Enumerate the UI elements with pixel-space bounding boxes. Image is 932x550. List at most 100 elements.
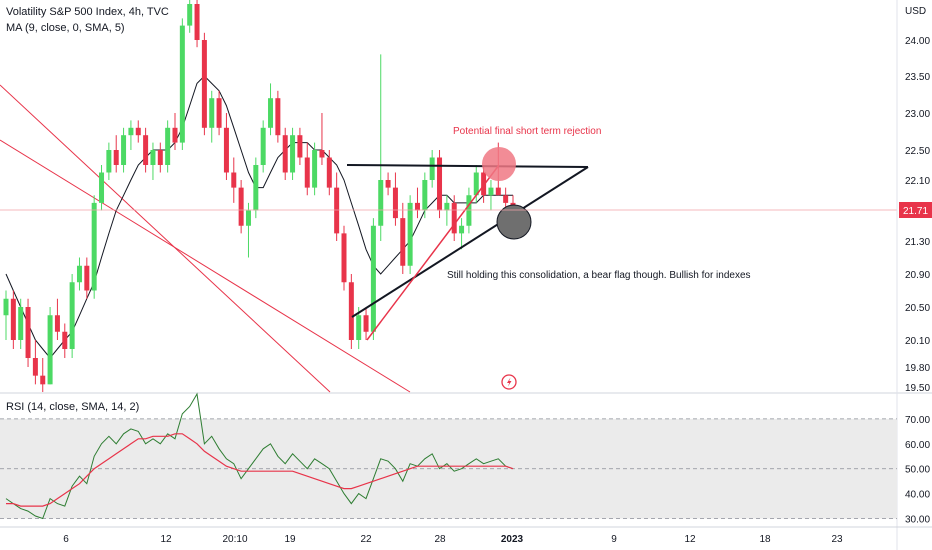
candle-body xyxy=(201,40,207,128)
candle-body xyxy=(400,218,406,266)
support-circle xyxy=(496,204,532,240)
candle-body xyxy=(473,172,479,196)
price-tick-label: 19.80 xyxy=(905,363,930,374)
candle-body xyxy=(150,150,156,165)
candle-body xyxy=(113,150,119,165)
price-tick-label: 20.50 xyxy=(905,303,930,314)
price-ticks: 24.00 23.50 23.00 22.50 22.10 21.30 20.90 20.50… xyxy=(905,36,930,394)
candle-body xyxy=(348,282,354,340)
candle-body xyxy=(297,135,303,158)
candle-body xyxy=(392,187,398,219)
rejection-circle xyxy=(482,147,516,181)
rsi-indicator-label[interactable]: RSI (14, close, SMA, 14, 2) xyxy=(6,401,140,413)
candle-body xyxy=(260,127,266,165)
candle-body xyxy=(356,315,362,340)
candle-body xyxy=(3,298,9,316)
candle-body xyxy=(304,157,310,188)
candle-body xyxy=(32,358,38,376)
candle-body xyxy=(143,135,149,165)
candle-body xyxy=(84,265,90,291)
price-tick-label: 24.00 xyxy=(905,36,930,47)
consolidation-annotation: Still holding this consolidation, a bear… xyxy=(447,270,751,281)
rsi-tick-label: 50.00 xyxy=(905,465,930,476)
red-channel-upper-line xyxy=(0,84,331,393)
time-ticks: 6 12 20:10 19 22 28 2023 9 12 18 23 xyxy=(63,534,843,545)
candle-body xyxy=(106,150,112,173)
time-tick-label: 20:10 xyxy=(222,534,247,545)
candle-body xyxy=(69,282,75,349)
rsi-guides xyxy=(0,418,897,519)
candle-body xyxy=(385,180,391,188)
candle-body xyxy=(429,157,435,180)
currency-label: USD xyxy=(905,6,926,17)
candle-body xyxy=(231,172,237,188)
price-tick-label: 22.10 xyxy=(905,176,930,187)
candle-body xyxy=(121,135,127,165)
flash-icon-bolt xyxy=(507,377,512,387)
candle-body xyxy=(40,375,46,385)
time-tick-label: 2023 xyxy=(501,534,524,545)
candle-body xyxy=(437,157,443,211)
candle-body xyxy=(179,25,185,143)
price-tick-label: 20.90 xyxy=(905,270,930,281)
red-rally-line xyxy=(366,164,500,341)
candle-body xyxy=(363,315,369,332)
candle-body xyxy=(128,127,134,136)
candle-body xyxy=(326,157,332,188)
candle-body xyxy=(47,315,53,385)
candle-body xyxy=(495,187,501,196)
candle-body xyxy=(275,98,281,136)
candle-body xyxy=(378,180,384,226)
candle-body xyxy=(253,165,259,211)
ma-indicator-label[interactable]: MA (9, close, 0, SMA, 5) xyxy=(6,22,125,34)
price-tick-label: 20.10 xyxy=(905,336,930,347)
candle-body xyxy=(135,127,141,136)
candle-body xyxy=(481,172,487,196)
candle-body xyxy=(99,172,105,203)
candle-body xyxy=(503,195,509,203)
rsi-line xyxy=(5,392,514,520)
rsi-ticks: 70.00 60.00 50.00 40.00 30.00 xyxy=(905,415,930,526)
candle-body xyxy=(209,98,215,128)
time-tick-label: 6 xyxy=(63,534,69,545)
candle-body xyxy=(414,202,420,211)
price-tick-label: 23.00 xyxy=(905,109,930,120)
rising-support-line xyxy=(351,166,589,318)
last-price-tag-bg xyxy=(899,202,932,218)
candle-body xyxy=(282,135,288,173)
candle-body xyxy=(341,233,347,283)
candle-body xyxy=(459,225,465,234)
candle-body xyxy=(76,265,82,283)
price-tick-label: 21.30 xyxy=(905,237,930,248)
candle-body xyxy=(54,315,60,332)
candle-body xyxy=(334,187,340,234)
candle-body xyxy=(18,307,24,340)
last-price-value: 21.71 xyxy=(903,206,928,217)
candle-body xyxy=(238,187,244,226)
candle-body xyxy=(172,127,178,143)
time-tick-label: 18 xyxy=(759,534,771,545)
candle-body xyxy=(10,298,16,340)
candle-body xyxy=(157,150,163,165)
candle-body xyxy=(62,331,68,349)
red-channel-lower-line xyxy=(0,139,411,393)
candle-body xyxy=(187,4,193,26)
time-tick-label: 12 xyxy=(160,534,172,545)
candle-body xyxy=(422,180,428,211)
candle-body xyxy=(165,127,171,165)
candle-body xyxy=(290,135,296,173)
rsi-lines xyxy=(5,392,514,520)
price-tick-label: 22.50 xyxy=(905,146,930,157)
candle-body xyxy=(245,210,251,226)
time-tick-label: 9 xyxy=(611,534,617,545)
candle-body xyxy=(91,202,97,291)
candle-body xyxy=(223,127,229,173)
candle-body xyxy=(407,202,413,266)
candle-body xyxy=(451,202,457,234)
symbol-title[interactable]: Volatility S&P 500 Index, 4h, TVC xyxy=(6,6,169,18)
candle-body xyxy=(466,195,472,226)
ma-layer xyxy=(5,75,513,359)
candle-body xyxy=(319,150,325,158)
candle-body xyxy=(216,98,222,128)
